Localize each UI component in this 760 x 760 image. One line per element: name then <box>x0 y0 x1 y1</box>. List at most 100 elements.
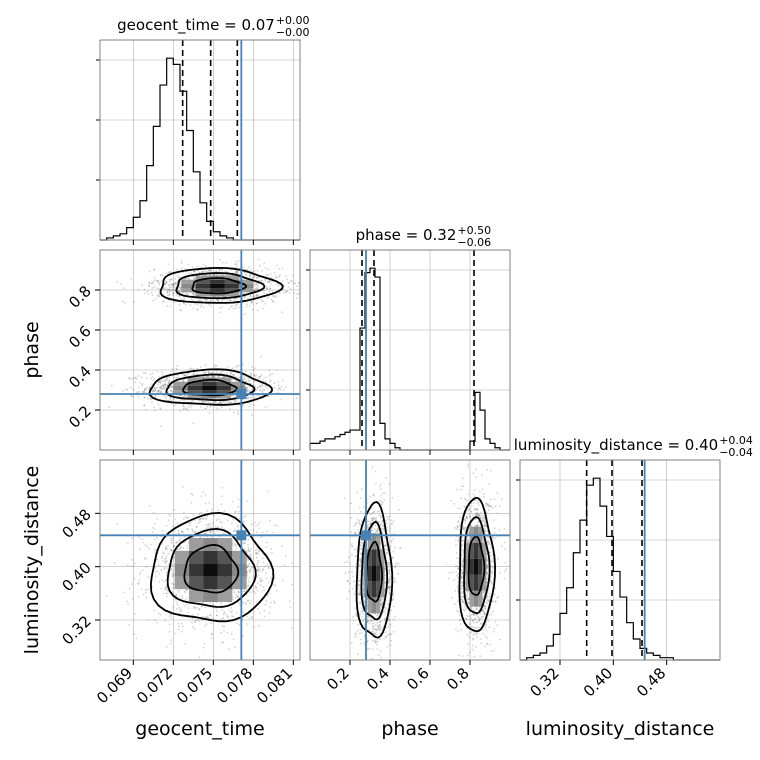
scatter-point <box>229 372 232 375</box>
scatter-point <box>269 592 271 595</box>
scatter-point <box>164 560 167 563</box>
scatter-point <box>259 577 262 580</box>
scatter-point <box>245 273 248 275</box>
scatter-point <box>163 287 165 290</box>
scatter-point <box>162 394 165 397</box>
scatter-point <box>187 607 190 609</box>
scatter-point <box>186 517 189 519</box>
scatter-point <box>372 628 375 631</box>
scatter-point <box>249 403 252 405</box>
scatter-point <box>209 526 212 529</box>
scatter-point <box>224 376 227 378</box>
scatter-point <box>165 524 168 527</box>
scatter-point <box>176 522 179 525</box>
scatter-point <box>208 412 211 414</box>
scatter-point <box>135 378 138 380</box>
scatter-point <box>250 553 252 556</box>
scatter-point <box>262 531 264 534</box>
scatter-point <box>143 404 146 407</box>
scatter-point <box>145 387 148 390</box>
injection-marker <box>236 530 247 541</box>
scatter-point <box>273 296 276 298</box>
scatter-point <box>265 286 268 288</box>
scatter-point <box>225 261 228 264</box>
scatter-point <box>185 292 188 295</box>
scatter-point <box>147 293 150 295</box>
scatter-point <box>375 633 377 636</box>
density-cell <box>189 550 204 564</box>
scatter-point <box>191 399 194 402</box>
scatter-point <box>159 391 162 393</box>
scatter-point <box>140 284 143 286</box>
scatter-point <box>181 597 184 599</box>
scatter-point <box>163 568 166 571</box>
scatter-point <box>168 288 171 291</box>
scatter-point <box>166 291 169 294</box>
grid-lines-0-0 <box>133 40 294 240</box>
scatter-point <box>131 395 134 398</box>
scatter-point <box>142 541 145 544</box>
scatter-point <box>164 384 167 386</box>
scatter-point <box>235 265 238 268</box>
scatter-point <box>253 380 256 383</box>
scatter-point <box>151 375 154 378</box>
scatter-point <box>176 376 178 379</box>
scatter-point <box>169 396 171 399</box>
scatter-point <box>277 381 280 384</box>
scatter-point <box>212 375 215 378</box>
scatter-point <box>206 509 209 512</box>
scatter-point <box>184 374 187 377</box>
scatter-point <box>192 298 195 301</box>
scatter-point <box>251 557 254 559</box>
scatter-point <box>260 300 263 303</box>
scatter-point <box>255 287 258 290</box>
scatter-point <box>153 386 156 389</box>
scatter-point <box>264 302 267 305</box>
scatter-point <box>257 523 259 526</box>
scatter-point <box>178 540 181 542</box>
scatter-point <box>166 377 168 380</box>
scatter-point <box>138 381 141 384</box>
scatter-point <box>248 563 251 565</box>
scatter-point <box>161 371 164 374</box>
scatter-point <box>221 306 223 309</box>
scatter-point <box>266 387 269 389</box>
scatter-point <box>221 495 224 498</box>
scatter-point <box>247 581 250 584</box>
scatter-point <box>189 304 192 306</box>
scatter-point <box>176 607 178 610</box>
histogram-phase <box>309 267 510 451</box>
scatter-point <box>162 384 164 387</box>
scatter-point <box>183 374 186 377</box>
title-geocent_time: geocent_time = 0.07 <box>117 16 275 35</box>
scatter-point <box>182 485 184 488</box>
scatter-point <box>238 517 241 520</box>
scatter-point <box>230 394 233 397</box>
scatter-point <box>193 278 196 280</box>
scatter-point <box>166 560 168 562</box>
scatter-point <box>179 608 182 611</box>
scatter-point <box>253 367 256 369</box>
scatter-point <box>180 309 182 311</box>
scatter-point <box>200 529 203 531</box>
scatter-point <box>209 531 212 534</box>
scatter-point <box>207 371 210 374</box>
scatter-point <box>170 617 173 619</box>
scatter-point <box>133 633 135 636</box>
scatter-point <box>159 407 162 409</box>
scatter-point <box>214 401 216 403</box>
scatter-point <box>251 566 254 569</box>
scatter-point <box>202 376 205 378</box>
scatter-point <box>258 550 261 553</box>
scatter-point <box>132 300 135 303</box>
scatter-point <box>171 386 174 389</box>
scatter-point <box>195 525 198 528</box>
scatter-point <box>183 590 186 593</box>
hist-frame-luminosity_distance <box>519 459 721 661</box>
scatter-point <box>232 638 235 640</box>
scatter-point <box>242 611 245 613</box>
scatter-point <box>251 277 254 280</box>
scatter-point <box>185 408 187 410</box>
scatter-point <box>232 518 235 521</box>
scatter-point <box>216 530 219 532</box>
